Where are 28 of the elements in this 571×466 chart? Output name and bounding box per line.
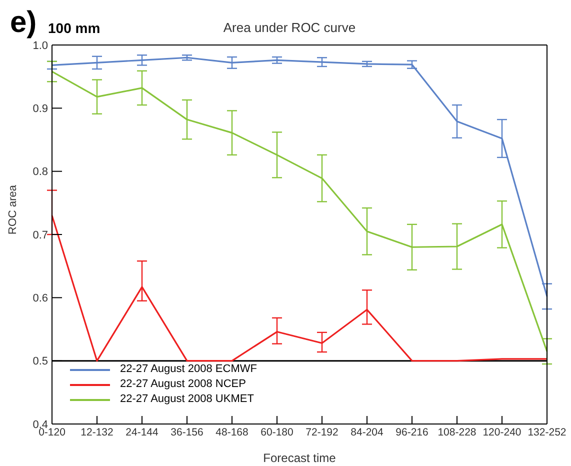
x-tick-label: 72-192 bbox=[306, 426, 339, 438]
x-tick-label: 84-204 bbox=[350, 426, 384, 438]
x-tick-label: 96-216 bbox=[396, 426, 429, 438]
legend-label: 22-27 August 2008 UKMET bbox=[120, 392, 254, 407]
x-tick-label: 132-252 bbox=[528, 426, 566, 438]
line-series bbox=[51, 214, 548, 362]
x-axis-title: Forecast time bbox=[263, 451, 336, 465]
line-series bbox=[51, 56, 548, 298]
x-tick-label: 12-132 bbox=[80, 426, 114, 438]
chart-title: Area under ROC curve bbox=[223, 20, 356, 35]
y-tick-label: 0.8 bbox=[32, 166, 48, 178]
legend-label: 22-27 August 2008 ECMWF bbox=[120, 362, 257, 377]
y-tick-label: 0.6 bbox=[32, 292, 48, 305]
x-tick-label: 48-168 bbox=[216, 426, 249, 438]
x-tick-label: 120-240 bbox=[482, 426, 522, 438]
x-tick-label: 60-180 bbox=[260, 426, 294, 438]
x-tick-label: 108-228 bbox=[438, 426, 476, 438]
panel-label: e) bbox=[10, 6, 37, 40]
line-series bbox=[51, 70, 548, 352]
y-tick-label: 0.7 bbox=[32, 229, 48, 242]
x-tick-label: 24-144 bbox=[126, 426, 159, 438]
y-tick-label: 1.0 bbox=[32, 40, 48, 52]
x-tick-label: 36-156 bbox=[170, 426, 204, 438]
y-tick-label: 0.9 bbox=[32, 103, 48, 116]
y-tick-label: 0.5 bbox=[32, 356, 48, 368]
chart-subtitle: 100 mm bbox=[48, 20, 100, 36]
y-axis-title: ROC area bbox=[6, 184, 19, 234]
legend-label: 22-27 August 2008 NCEP bbox=[120, 377, 246, 392]
